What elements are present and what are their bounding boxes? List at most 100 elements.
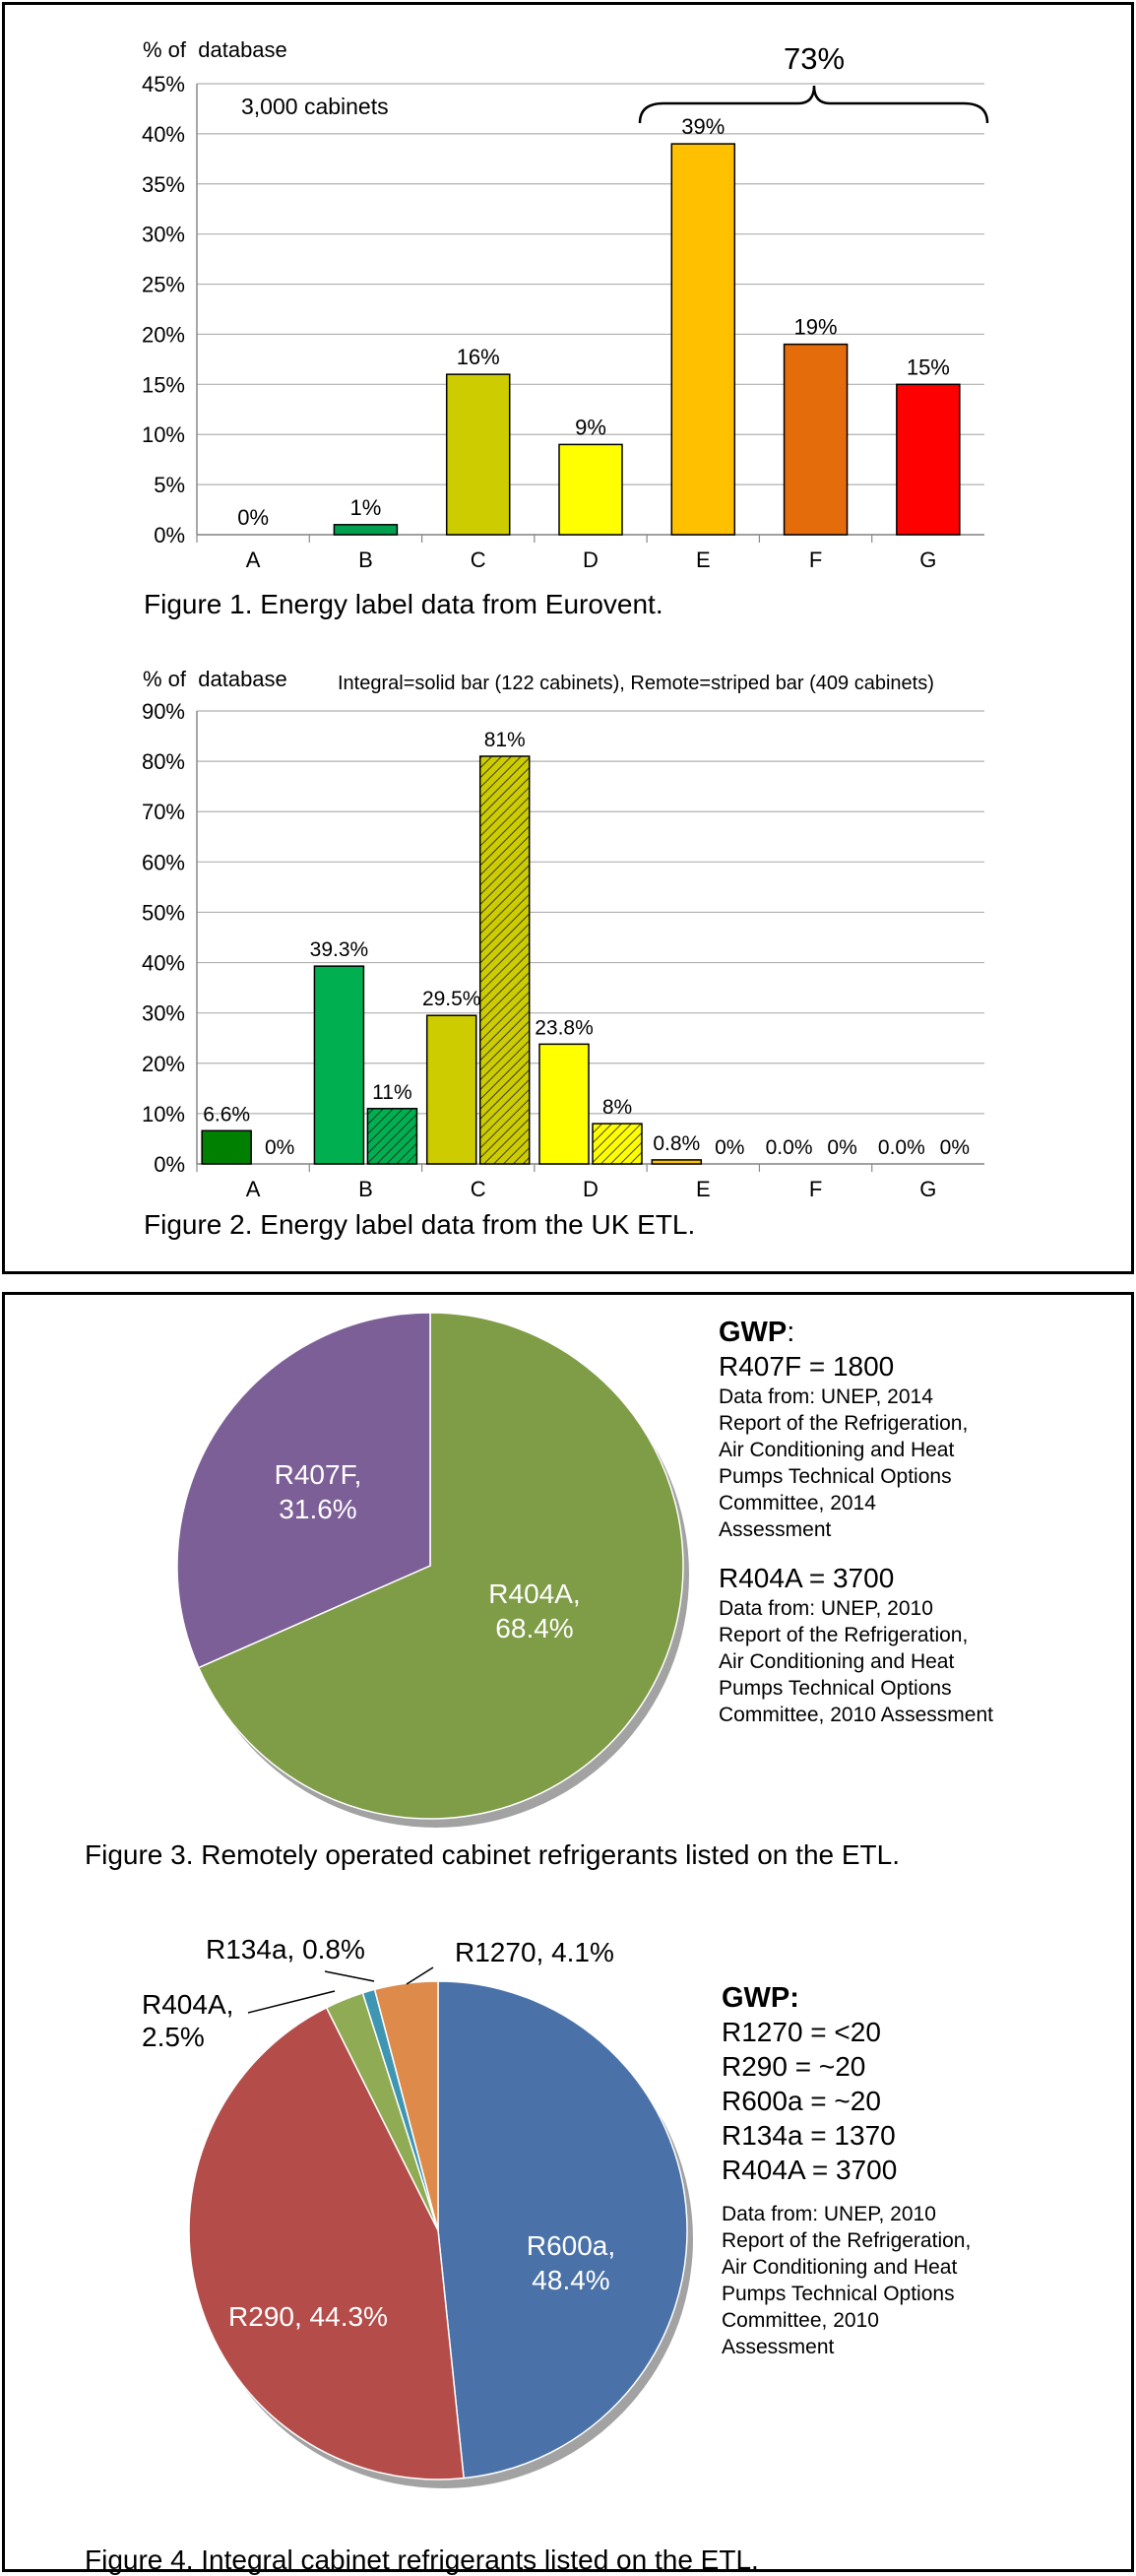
data-label: 9%: [575, 415, 606, 439]
gwp-source-line: Assessment: [722, 2336, 835, 2358]
x-tick-label: A: [246, 1177, 261, 1201]
bracket-label: 73%: [784, 41, 845, 76]
gwp-value-line: R600a = ~20: [722, 2086, 881, 2116]
gwp-source-line: Report of the Refrigeration,: [719, 1412, 969, 1435]
gwp-source-line: Pumps Technical Options: [722, 2283, 955, 2305]
figure-3-caption: Figure 3. Remotely operated cabinet refr…: [85, 1839, 900, 1870]
data-label: 81%: [484, 729, 526, 751]
y-tick-label: 45%: [142, 72, 185, 97]
x-tick-label: D: [583, 547, 599, 572]
bracket: [638, 85, 989, 124]
pie3-slice-r407f: [176, 1312, 431, 1669]
y-tick-label: 5%: [154, 473, 185, 497]
y-tick-label: 40%: [142, 122, 185, 147]
y-tick-label: 90%: [142, 699, 185, 724]
pie4-slice-label: 2.5%: [142, 2022, 205, 2052]
bar: [783, 343, 849, 536]
gwp-title: GWP:: [722, 1982, 799, 2014]
pie4-slice-r1270: [373, 1980, 439, 2231]
gwp-source-line: Data from: UNEP, 2010: [719, 1597, 933, 1620]
gwp-source-line: Data from: UNEP, 2014: [719, 1385, 933, 1408]
pie3-slice-label: 31.6%: [279, 1494, 356, 1524]
bar-integral: [425, 1014, 477, 1165]
gwp-panel-figure-3: GWP: R407F = 1800 Data from: UNEP, 2014 R…: [719, 1316, 1043, 1728]
leader-line: [324, 1970, 375, 1982]
y-tick-label: 10%: [142, 422, 185, 447]
gwp-panel-figure-4: GWP: R1270 = <20 R290 = ~20 R600a = ~20 R13…: [722, 1981, 1046, 2360]
gwp-source-line: Committee, 2010: [722, 2309, 879, 2332]
y-tick-label: 40%: [142, 951, 185, 976]
bar: [333, 524, 399, 536]
x-tick-label: F: [809, 1177, 822, 1201]
x-tick-label: C: [471, 1177, 486, 1201]
gwp-source: Data from: UNEP, 2010 Report of the Refri…: [722, 2201, 1046, 2360]
bar: [670, 143, 736, 536]
data-label: 39%: [681, 114, 725, 139]
pie4-slice-label: R600a,: [527, 2230, 615, 2261]
data-label: 39.3%: [310, 938, 369, 961]
gwp-source-line: Air Conditioning and Heat: [722, 2256, 958, 2279]
y-tick-label: 20%: [142, 322, 185, 347]
y-tick-label: 35%: [142, 172, 185, 197]
x-tick-label: G: [919, 1177, 936, 1201]
y-tick-label: 30%: [142, 1001, 185, 1026]
pie4-slice-label: R134a, 0.8%: [206, 1934, 365, 1964]
data-label: 8%: [602, 1096, 632, 1119]
gwp-source-line: Report of the Refrigeration,: [719, 1624, 969, 1646]
pie3-slice-label: 68.4%: [495, 1613, 573, 1643]
data-label: 0.0%: [878, 1136, 925, 1159]
x-tick-label: E: [696, 547, 711, 572]
gwp-r404a-value: R404A = 3700: [719, 1563, 895, 1593]
gwp-r407f-source: Data from: UNEP, 2014 Report of the Refri…: [719, 1384, 1043, 1543]
pie4-slice-label: R1270, 4.1%: [455, 1937, 614, 1967]
y-tick-label: 20%: [142, 1052, 185, 1076]
y-tick-label: 30%: [142, 223, 185, 247]
bar-remote: [592, 1123, 643, 1165]
x-tick-label: B: [358, 1177, 373, 1201]
bar: [896, 383, 961, 536]
bar-integral: [651, 1159, 703, 1165]
gwp-source-line: Pumps Technical Options: [719, 1677, 952, 1700]
gwp-source-line: Data from: UNEP, 2010: [722, 2203, 936, 2225]
gwp-value-line: R1270 = <20: [722, 2017, 881, 2047]
x-tick-label: D: [583, 1177, 599, 1201]
bar: [445, 373, 511, 536]
y-tick-label: 15%: [142, 372, 185, 397]
pie3-slice-r404a: [197, 1312, 684, 1820]
pie3-slice-label: R404A,: [488, 1578, 580, 1609]
data-label: 6.6%: [203, 1103, 250, 1126]
gwp-source-line: Pumps Technical Options: [719, 1465, 952, 1488]
chart-note: 3,000 cabinets: [241, 94, 389, 119]
data-label: 16%: [457, 345, 500, 369]
figure-1-caption: Figure 1. Energy label data from Euroven…: [144, 589, 663, 619]
gwp-source-line: Assessment: [719, 1518, 832, 1541]
data-label: 23.8%: [535, 1016, 594, 1039]
bar-remote: [366, 1108, 418, 1165]
gwp-title: GWP:: [719, 1317, 795, 1348]
data-label: 0%: [827, 1136, 856, 1159]
data-label: 0%: [237, 505, 269, 530]
gwp-value-line: R404A = 3700: [722, 2155, 898, 2185]
pie4-slice-label: R404A,: [142, 1989, 233, 2020]
leader-line: [247, 1990, 336, 2014]
gwp-source-line: Air Conditioning and Heat: [719, 1650, 955, 1673]
pie3-slice-label: R407F,: [275, 1459, 362, 1490]
gwp-values: R1270 = <20 R290 = ~20 R600a = ~20 R134a = …: [722, 2015, 1046, 2187]
figure-4-caption: Figure 4. Integral cabinet refrigerants …: [85, 2544, 759, 2575]
y-tick-label: 50%: [142, 900, 185, 925]
bar-integral: [538, 1043, 590, 1165]
x-tick-label: E: [696, 1177, 711, 1201]
bar-remote: [478, 755, 531, 1165]
pie4-slice-label: 48.4%: [532, 2265, 609, 2295]
gwp-source-line: Report of the Refrigeration,: [722, 2229, 972, 2252]
x-tick-label: B: [358, 547, 373, 572]
pie4-slice-r600a: [437, 1980, 688, 2479]
y-tick-label: 0%: [154, 1152, 185, 1177]
data-label: 0%: [715, 1136, 744, 1159]
y-axis-label: % of database: [143, 667, 287, 691]
y-tick-label: 60%: [142, 850, 185, 874]
data-label: 1%: [350, 495, 382, 520]
data-label: 11%: [372, 1081, 411, 1104]
bar-integral: [201, 1129, 252, 1165]
